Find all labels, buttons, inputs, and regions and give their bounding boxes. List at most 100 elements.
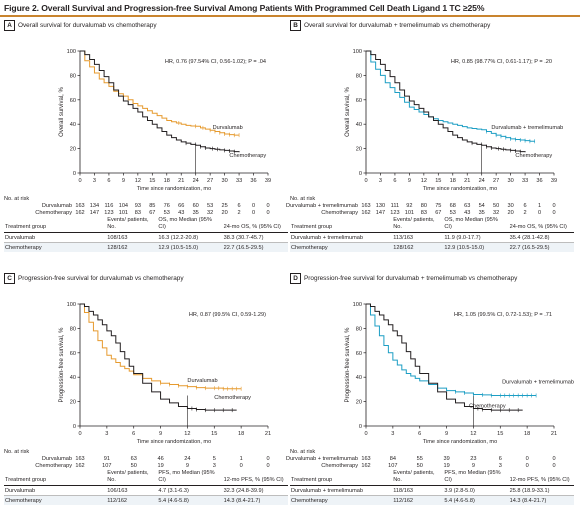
col-header: Treatment group xyxy=(4,217,107,233)
stats-table: Treatment group Events/ patients, No. OS… xyxy=(4,217,288,252)
risk-value: 111 xyxy=(391,203,400,209)
x-tick-label: 18 xyxy=(238,431,244,437)
y-axis-label: Progression-free survival, % xyxy=(59,327,65,403)
risk-value: 0 xyxy=(240,463,243,469)
y-tick-label: 0 xyxy=(73,171,76,177)
hazard-ratio-label: HR, 1.05 (99.5% CI, 0.72-1.53); P = .71 xyxy=(454,312,552,318)
x-tick-label: 27 xyxy=(207,178,213,184)
x-tick-label: 36 xyxy=(536,178,542,184)
risk-value: 134 xyxy=(90,203,99,209)
km-curve-treatment xyxy=(80,50,240,136)
table-cell: 4.7 (3.1-6.3) xyxy=(157,485,223,496)
risk-value: 67 xyxy=(435,210,441,216)
risk-value: 162 xyxy=(75,210,84,216)
risk-value: 93 xyxy=(135,203,141,209)
risk-value: 24 xyxy=(184,456,190,462)
risk-row-label: Chemotherapy xyxy=(35,210,72,216)
x-tick-label: 6 xyxy=(418,431,421,437)
x-tick-label: 12 xyxy=(184,431,190,437)
y-tick-label: 40 xyxy=(356,375,362,381)
risk-value: 6 xyxy=(238,203,241,209)
table-cell: 35.4 (28.1-42.8) xyxy=(508,232,574,243)
table-cell: 118/163 xyxy=(392,485,444,496)
risk-value: 50 xyxy=(131,463,137,469)
table-row: Chemotherapy 128/162 12.9 (10.5-15.0) 22… xyxy=(290,242,574,252)
y-tick-label: 0 xyxy=(359,424,362,430)
hazard-ratio-label: HR, 0.76 (97.54% CI, 0.56-1.02); P = .04 xyxy=(165,59,266,65)
col-header: Events/ patients, No. xyxy=(392,470,444,486)
stats-table: Treatment group Events/ patients, No. PF… xyxy=(290,470,574,505)
risk-value: 84 xyxy=(390,456,396,462)
x-axis-label: Time since randomization, mo xyxy=(423,439,497,445)
x-tick-label: 21 xyxy=(464,178,470,184)
risk-value: 32 xyxy=(493,210,499,216)
x-tick-label: 30 xyxy=(221,178,227,184)
col-header: OS, mo Median (95% CI) xyxy=(157,217,223,233)
km-curve-chemotherapy xyxy=(366,303,523,411)
table-row: Durvalumab 108/163 16.3 (12.2-20.8) 38.3… xyxy=(4,232,288,243)
risk-row-label: Chemotherapy xyxy=(321,210,358,216)
risk-value: 35 xyxy=(479,210,485,216)
x-tick-label: 21 xyxy=(265,431,271,437)
risk-value: 50 xyxy=(417,463,423,469)
table-cell: 128/162 xyxy=(392,242,444,252)
y-tick-label: 100 xyxy=(353,302,362,308)
panel-title: C Progression-free survival for durvaluma… xyxy=(4,273,184,285)
curve-label: Chemotherapy xyxy=(469,404,506,410)
censor-marks xyxy=(160,381,242,391)
panel-a: A Overall survival for durvalumab vs chem… xyxy=(4,20,288,268)
km-curve-chemotherapy xyxy=(80,50,240,153)
km-curve-chemotherapy xyxy=(80,303,237,411)
risk-value: 162 xyxy=(361,463,370,469)
x-tick-label: 18 xyxy=(164,178,170,184)
table-cell: Chemotherapy xyxy=(290,242,393,252)
risk-value: 2 xyxy=(238,210,241,216)
censor-marks xyxy=(486,129,536,144)
col-header: PFS, mo Median (95% CI) xyxy=(443,470,509,486)
col-header: PFS, mo Median (95% CI) xyxy=(157,470,223,486)
panel-d: D Progression-free survival for durvaluma… xyxy=(286,273,574,521)
x-tick-label: 9 xyxy=(445,431,448,437)
risk-header: No. at risk xyxy=(4,449,29,455)
risk-value: 0 xyxy=(266,203,269,209)
risk-value: 55 xyxy=(417,456,423,462)
x-tick-label: 3 xyxy=(105,431,108,437)
risk-value: 67 xyxy=(149,210,155,216)
col-header: Treatment group xyxy=(290,470,393,486)
risk-value: 60 xyxy=(193,203,199,209)
censor-marks xyxy=(455,389,537,398)
risk-value: 3 xyxy=(499,463,502,469)
x-tick-label: 33 xyxy=(522,178,528,184)
risk-value: 162 xyxy=(361,210,370,216)
censor-marks xyxy=(191,406,233,413)
col-header: Treatment group xyxy=(290,217,393,233)
table-cell: 128/162 xyxy=(106,242,158,252)
x-tick-label: 3 xyxy=(379,178,382,184)
risk-value: 107 xyxy=(388,463,397,469)
table-row: Chemotherapy 112/162 5.4 (4.6-5.8) 14.3 … xyxy=(4,495,288,505)
risk-value: 163 xyxy=(75,456,84,462)
risk-value: 1 xyxy=(538,203,541,209)
table-cell: 25.8 (18.9-33.1) xyxy=(508,485,574,496)
x-tick-label: 0 xyxy=(78,431,81,437)
table-row: Durvalumab 106/163 4.7 (3.1-6.3) 32.3 (2… xyxy=(4,485,288,496)
risk-value: 9 xyxy=(186,463,189,469)
risk-value: 116 xyxy=(104,203,113,209)
table-cell: 5.4 (4.6-5.8) xyxy=(157,495,223,505)
table-cell: Durvalumab + tremelimumab xyxy=(290,485,393,496)
table-cell: 32.3 (24.8-39.9) xyxy=(222,485,288,496)
x-tick-label: 30 xyxy=(507,178,513,184)
risk-value: 0 xyxy=(552,456,555,462)
risk-value: 83 xyxy=(421,210,427,216)
risk-value: 130 xyxy=(376,203,385,209)
curve-label: Durvalumab xyxy=(213,125,243,131)
table-cell: 16.3 (12.2-20.8) xyxy=(157,232,223,243)
x-tick-label: 0 xyxy=(364,178,367,184)
risk-value: 23 xyxy=(470,456,476,462)
risk-value: 101 xyxy=(119,210,128,216)
x-tick-label: 3 xyxy=(391,431,394,437)
x-tick-label: 21 xyxy=(551,431,557,437)
panel-letter: D xyxy=(290,273,301,284)
risk-value: 39 xyxy=(443,456,449,462)
